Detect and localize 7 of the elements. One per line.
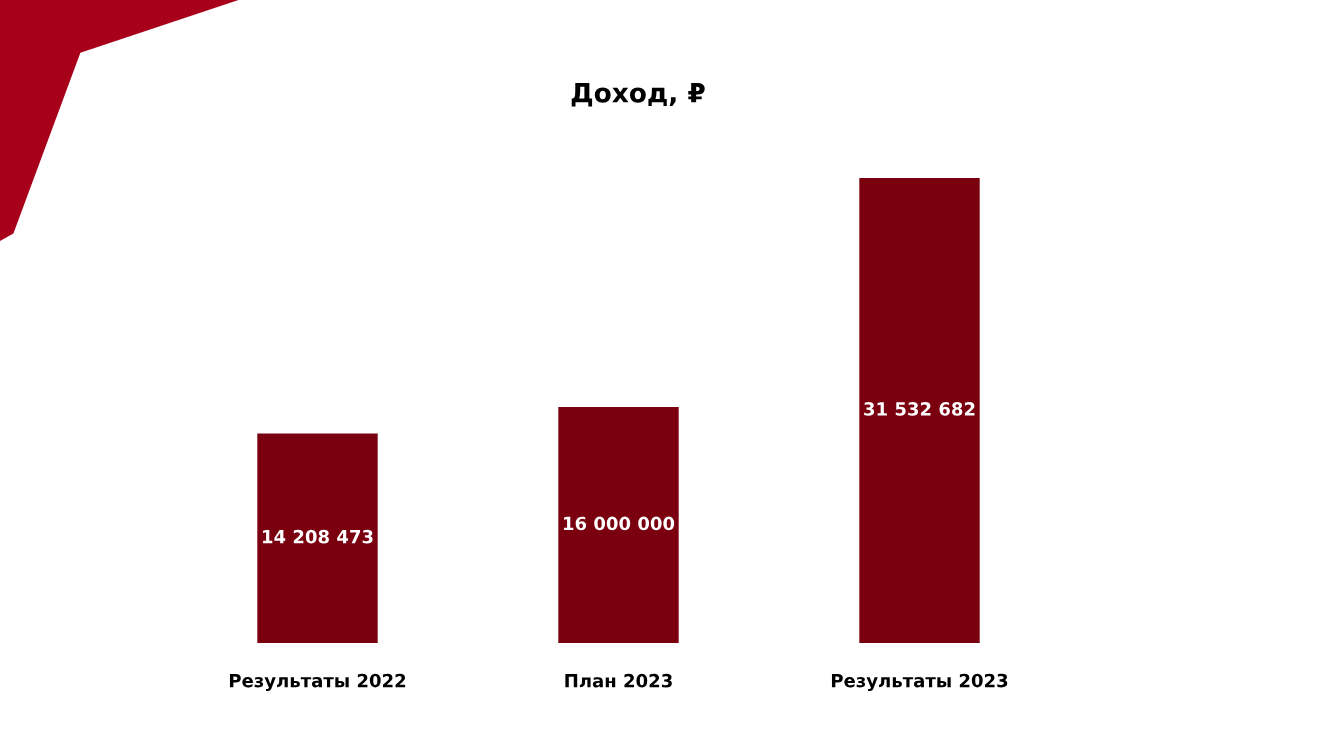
x-tick-label: Результаты 2022	[229, 673, 406, 692]
x-tick-label: Результаты 2023	[831, 673, 1008, 692]
data-label: 16 000 000	[564, 516, 675, 531]
data-label: 14 208 473	[263, 529, 373, 544]
data-label: 31 532 682	[864, 402, 975, 416]
chart-title: Доход, ₽	[571, 83, 705, 107]
x-tick-label: План 2023	[565, 673, 672, 688]
